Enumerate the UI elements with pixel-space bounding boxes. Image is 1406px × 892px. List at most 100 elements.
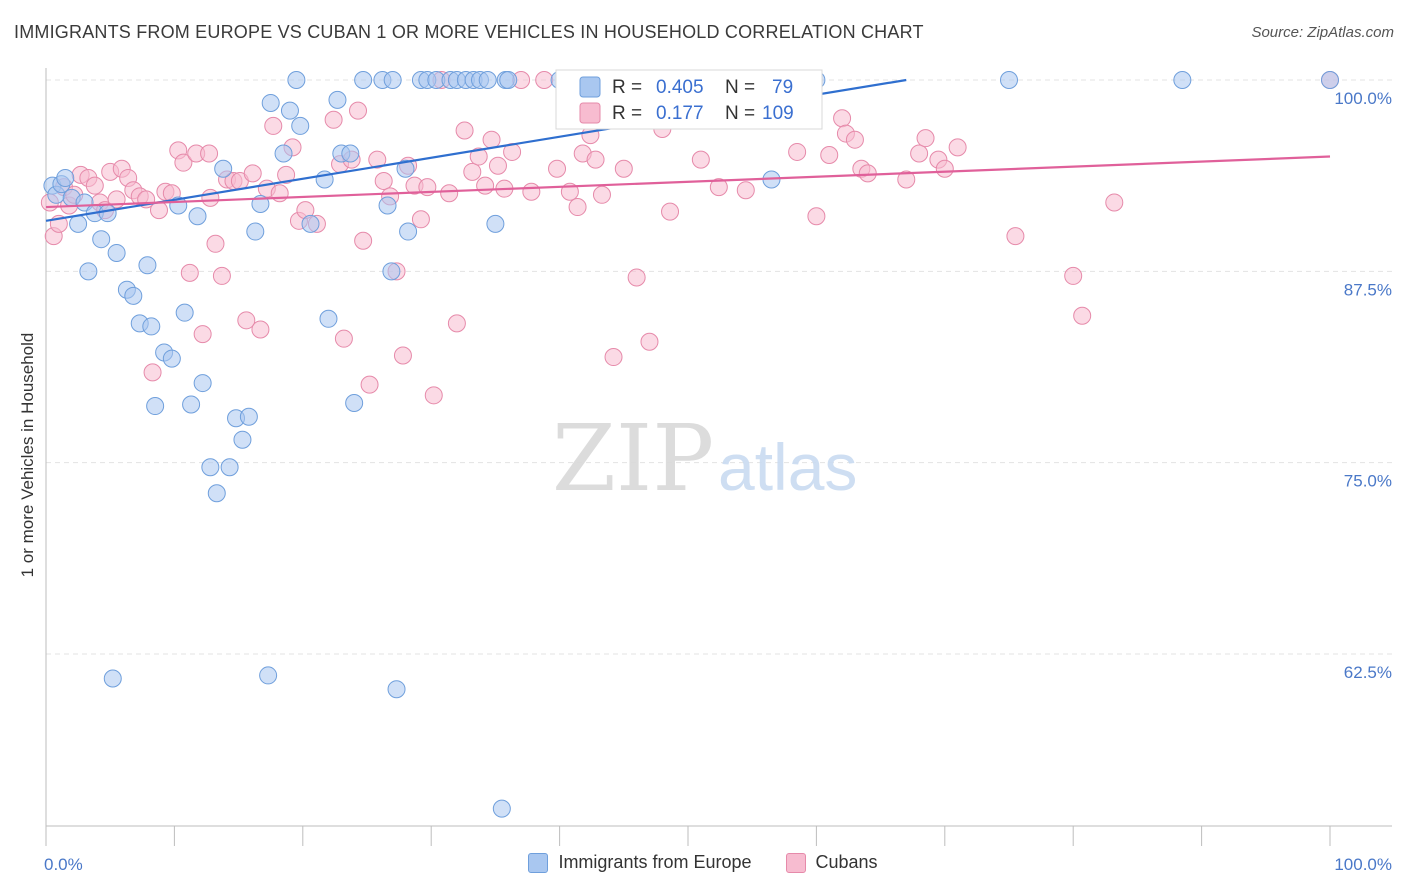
legend-swatch-cubans	[785, 852, 806, 873]
legend-r-value-2: 0.177	[656, 103, 704, 124]
europe-point	[1173, 71, 1192, 89]
europe-point	[246, 222, 265, 241]
cubans-point	[736, 181, 755, 200]
cubans-point	[349, 101, 368, 120]
europe-point	[188, 207, 207, 226]
cubans-point	[143, 363, 162, 382]
y-tick-label: 100.0%	[1334, 89, 1392, 108]
cubans-point	[270, 184, 289, 203]
europe-point	[280, 101, 299, 120]
cubans-point	[820, 146, 839, 165]
cubans-point	[948, 138, 967, 157]
cubans-point	[237, 311, 256, 330]
legend-n-value-2: 109	[762, 103, 794, 124]
europe-point	[56, 168, 75, 187]
cubans-point	[640, 332, 659, 351]
legend-box-blue-swatch	[579, 76, 601, 98]
europe-point	[220, 458, 239, 477]
watermark: ZIP atlas	[552, 405, 857, 512]
europe-point	[214, 159, 233, 178]
cubans-point	[522, 182, 541, 201]
europe-point	[1000, 71, 1018, 89]
cubans-point	[807, 207, 826, 226]
cubans-point	[264, 116, 283, 135]
cubans-point	[488, 156, 507, 175]
cubans-point	[476, 176, 495, 195]
europe-point	[138, 256, 157, 275]
cubans-point	[277, 165, 296, 184]
europe-point	[175, 303, 194, 322]
europe-point	[233, 430, 252, 449]
cubans-point	[833, 109, 852, 128]
legend-item-europe: Immigrants from Europe	[528, 852, 752, 873]
europe-point	[98, 204, 117, 223]
cubans-point	[845, 130, 864, 149]
europe-point	[1321, 71, 1339, 89]
europe-point	[478, 71, 497, 89]
chart-legend: Immigrants from Europe Cubans	[0, 852, 1406, 873]
cubans-point	[174, 153, 193, 172]
europe-point	[486, 214, 505, 233]
watermark-zip: ZIP	[552, 405, 714, 512]
source-label: Source: ZipAtlas.com	[1251, 24, 1394, 41]
europe-point	[124, 286, 143, 305]
europe-point	[301, 214, 320, 233]
europe-point	[328, 90, 347, 109]
europe-point	[261, 93, 280, 112]
europe-point	[259, 666, 278, 685]
europe-point	[399, 222, 418, 241]
cubans-point	[455, 121, 474, 140]
europe-point	[107, 243, 126, 262]
legend-n-label-2: N =	[725, 103, 755, 124]
europe-point	[274, 144, 293, 163]
cubans-point	[548, 159, 567, 178]
cubans-point	[324, 110, 343, 129]
cubans-point	[709, 178, 728, 197]
x-tick-label: 100.0%	[1334, 855, 1392, 874]
europe-point	[69, 214, 88, 233]
europe-point	[383, 71, 402, 89]
legend-item-cubans: Cubans	[785, 852, 878, 873]
europe-point	[499, 71, 518, 89]
y-tick-label: 75.0%	[1344, 472, 1392, 491]
europe-point	[354, 71, 373, 89]
europe-point	[193, 374, 212, 393]
cubans-point	[627, 268, 646, 287]
cubans-point	[568, 198, 587, 217]
cubans-point	[463, 162, 482, 181]
chart-title: IMMIGRANTS FROM EUROPE VS CUBAN 1 OR MOR…	[14, 22, 924, 42]
europe-points	[43, 71, 1339, 818]
europe-point	[382, 262, 401, 281]
cubans-point	[212, 266, 231, 285]
cubans-point	[243, 164, 262, 183]
cubans-point	[788, 142, 807, 161]
europe-point	[182, 395, 201, 414]
europe-point	[396, 159, 415, 178]
cubans-point	[411, 210, 430, 229]
cubans-point	[935, 159, 954, 178]
cubans-point	[354, 231, 373, 250]
watermark-atlas: atlas	[718, 430, 857, 504]
legend-box: R = 0.405 N = 79 R = 0.177 N = 109	[555, 69, 823, 130]
europe-point	[291, 116, 310, 135]
legend-label-europe: Immigrants from Europe	[558, 852, 752, 872]
cubans-point	[592, 185, 611, 204]
cubans-point	[858, 164, 877, 183]
cubans-point	[180, 263, 199, 282]
europe-point	[146, 397, 165, 416]
cubans-point	[85, 176, 104, 195]
europe-point	[341, 144, 360, 163]
cubans-point	[193, 325, 212, 344]
cubans-point	[1006, 227, 1025, 246]
cubans-point	[614, 159, 633, 178]
europe-point	[142, 317, 161, 336]
x-tick-label: 0.0%	[44, 855, 83, 874]
cubans-point	[661, 202, 680, 221]
europe-point	[207, 484, 226, 503]
legend-n-label-1: N =	[725, 77, 755, 98]
cubans-point	[897, 170, 916, 189]
cubans-point	[440, 184, 459, 203]
cubans-point	[424, 386, 443, 405]
europe-point	[319, 309, 338, 328]
